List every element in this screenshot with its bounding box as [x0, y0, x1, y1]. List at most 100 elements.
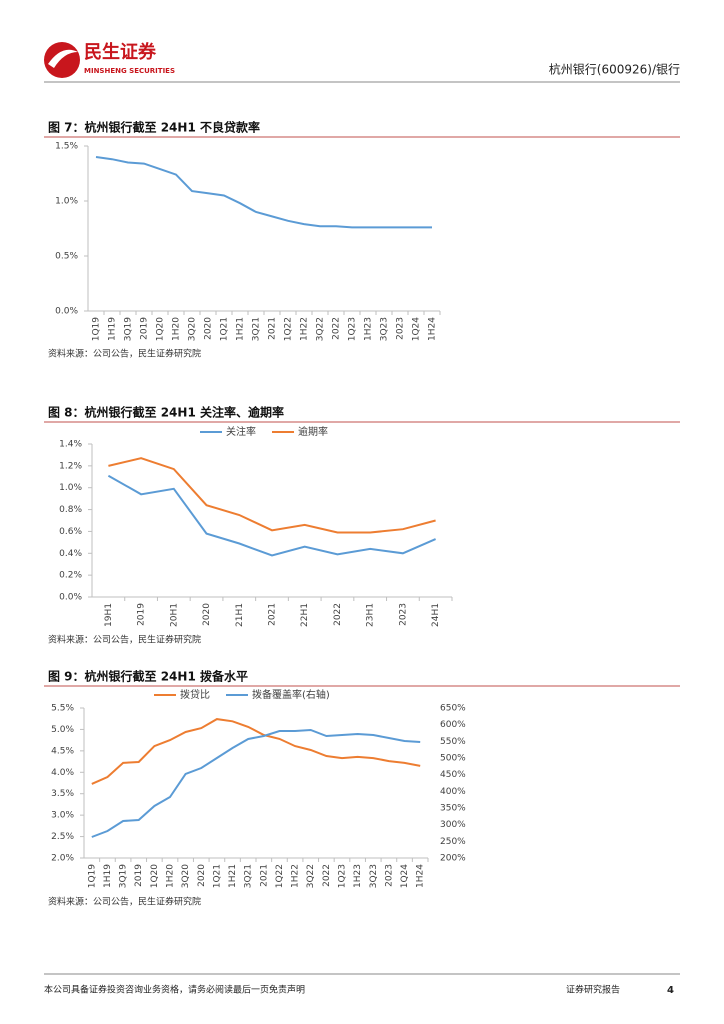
source: 资料来源：公司公告，民生证券研究院 [48, 348, 201, 360]
x-tick-label: 22H1 [300, 603, 310, 627]
y-tick-label: 4.5% [51, 746, 74, 756]
logo: 民生证券 MINSHENG SECURITIES [44, 41, 175, 78]
x-tick-label: 1Q19 [87, 864, 97, 889]
x-tick-label: 3Q23 [380, 317, 390, 341]
series-line [91, 718, 421, 785]
page-number: 4 [667, 985, 674, 996]
x-tick-label: 1H24 [416, 864, 426, 888]
y2-tick-label: 550% [440, 737, 466, 747]
y-tick-label: 2.5% [51, 832, 74, 842]
x-tick-label: 2020 [204, 317, 214, 340]
x-tick-label: 1H23 [364, 317, 374, 341]
x-tick-label: 3Q21 [244, 864, 254, 888]
chart-title: 图 8：杭州银行截至 24H1 关注率、逾期率 [48, 405, 284, 420]
y-tick-label: 3.0% [51, 811, 74, 821]
logo-icon [44, 42, 80, 78]
x-tick-label: 2021 [268, 603, 278, 626]
y-tick-label: 0.0% [59, 593, 82, 603]
x-tick-label: 1Q24 [412, 317, 422, 342]
y-tick-label: 0.6% [59, 527, 82, 537]
x-tick-label: 1H20 [166, 864, 176, 888]
x-tick-label: 19H1 [104, 603, 114, 627]
y-tick-label: 1.0% [59, 483, 82, 493]
chart-title: 图 7：杭州银行截至 24H1 不良贷款率 [48, 120, 260, 135]
x-tick-label: 1H20 [172, 317, 182, 341]
x-tick-label: 2020 [197, 864, 207, 887]
y2-tick-label: 500% [440, 754, 466, 764]
x-tick-label: 2023 [384, 864, 394, 887]
y-tick-label: 4.0% [51, 768, 74, 778]
logo-swoosh [48, 49, 78, 68]
series-line [107, 474, 436, 557]
legend-label: 逾期率 [298, 425, 328, 438]
x-tick-label: 2021 [268, 317, 278, 340]
x-tick-label: 1H19 [108, 317, 118, 341]
x-tick-label: 2021 [259, 864, 269, 887]
legend-label: 拨贷比 [180, 688, 210, 701]
y2-tick-label: 200% [440, 854, 466, 864]
logo-en: MINSHENG SECURITIES [84, 67, 175, 75]
source: 资料来源：公司公告，民生证券研究院 [48, 634, 201, 646]
x-tick-label: 1H22 [300, 317, 310, 341]
report-name: 杭州银行(600926)/银行 [549, 62, 680, 77]
x-tick-label: 23H1 [366, 603, 376, 627]
x-tick-label: 3Q20 [181, 864, 191, 889]
y-tick-label: 0.8% [59, 505, 82, 515]
y2-tick-label: 600% [440, 720, 466, 730]
y-tick-label: 2.0% [51, 854, 74, 864]
x-tick-label: 1Q23 [348, 317, 358, 341]
x-tick-label: 2020 [202, 603, 212, 626]
y-tick-label: 0.4% [59, 549, 82, 559]
x-tick-label: 1H22 [291, 864, 301, 888]
x-tick-label: 2019 [140, 317, 150, 340]
x-tick-label: 2023 [396, 317, 406, 340]
x-tick-label: 1H23 [353, 864, 363, 888]
x-tick-label: 3Q22 [316, 317, 326, 341]
disclaimer: 本公司具备证券投资咨询业务资格，请务必阅读最后一页免责声明 [44, 984, 305, 996]
x-tick-label: 1Q22 [284, 317, 294, 341]
x-tick-label: 2022 [333, 603, 343, 626]
y2-tick-label: 300% [440, 820, 466, 830]
x-tick-label: 24H1 [431, 603, 441, 627]
legend-label: 关注率 [226, 425, 256, 438]
x-tick-label: 1Q20 [150, 864, 160, 889]
y-tick-label: 3.5% [51, 789, 74, 799]
series-line [108, 457, 436, 534]
series-line [91, 728, 421, 838]
x-tick-label: 3Q23 [369, 864, 379, 888]
legend-label: 拨备覆盖率(右轴) [252, 688, 330, 701]
y-tick-label: 1.2% [59, 461, 82, 471]
x-tick-label: 1H19 [103, 864, 113, 888]
x-tick-label: 1Q20 [156, 317, 166, 342]
x-tick-label: 2022 [322, 864, 332, 887]
y-tick-label: 5.5% [51, 704, 74, 714]
y2-tick-label: 400% [440, 787, 466, 797]
x-tick-label: 1Q23 [338, 864, 348, 888]
x-tick-label: 1H21 [236, 317, 246, 341]
y-tick-label: 0.2% [59, 571, 82, 581]
x-tick-label: 1Q22 [275, 864, 285, 888]
x-tick-label: 1H24 [428, 317, 438, 341]
y2-tick-label: 650% [440, 704, 466, 714]
y2-tick-label: 250% [440, 837, 466, 847]
x-tick-label: 2022 [332, 317, 342, 340]
y-tick-label: 1.0% [55, 197, 78, 207]
report-type: 证券研究报告 [566, 984, 620, 996]
x-tick-label: 2019 [134, 864, 144, 887]
y-tick-label: 0.5% [55, 252, 78, 262]
x-tick-label: 20H1 [169, 603, 179, 627]
chart-title: 图 9：杭州银行截至 24H1 拨备水平 [48, 669, 248, 684]
x-tick-label: 3Q19 [124, 317, 134, 342]
y-tick-label: 1.5% [55, 142, 78, 152]
x-tick-label: 2023 [398, 603, 408, 626]
x-tick-label: 1Q21 [212, 864, 222, 888]
x-tick-label: 21H1 [235, 603, 245, 627]
y-tick-label: 5.0% [51, 725, 74, 735]
x-tick-label: 3Q22 [306, 864, 316, 888]
y2-tick-label: 350% [440, 804, 466, 814]
x-tick-label: 1Q21 [220, 317, 230, 341]
y-tick-label: 0.0% [55, 307, 78, 317]
source: 资料来源：公司公告，民生证券研究院 [48, 896, 201, 908]
logo-cn: 民生证券 [84, 41, 157, 63]
